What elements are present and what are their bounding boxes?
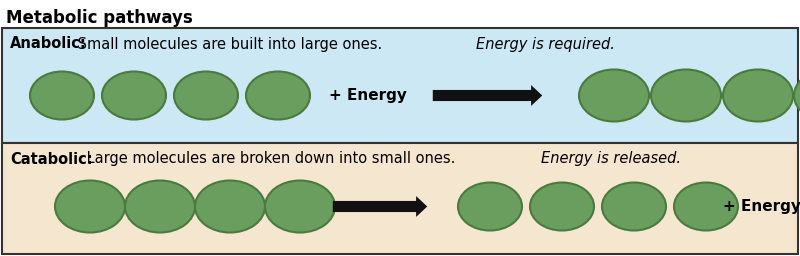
Bar (2, 28, 798, 143)
Ellipse shape (794, 69, 800, 122)
Ellipse shape (55, 180, 125, 232)
Text: Large molecules are broken down into small ones.: Large molecules are broken down into sma… (82, 152, 460, 166)
Ellipse shape (723, 69, 793, 122)
Text: Metabolic pathways: Metabolic pathways (6, 9, 193, 27)
Ellipse shape (30, 71, 94, 120)
Ellipse shape (674, 183, 738, 230)
Ellipse shape (579, 69, 649, 122)
Ellipse shape (458, 183, 522, 230)
Ellipse shape (651, 69, 721, 122)
Ellipse shape (195, 180, 265, 232)
Text: Catabolic:: Catabolic: (10, 152, 93, 166)
Bar (2, 143, 798, 254)
Ellipse shape (530, 183, 594, 230)
Text: Energy is required.: Energy is required. (476, 37, 615, 51)
Text: Energy is released.: Energy is released. (541, 152, 681, 166)
Text: + Energy: + Energy (329, 88, 407, 103)
Ellipse shape (174, 71, 238, 120)
Ellipse shape (265, 180, 335, 232)
Ellipse shape (246, 71, 310, 120)
Text: + Energy: + Energy (723, 199, 800, 214)
Ellipse shape (602, 183, 666, 230)
Text: Small molecules are built into large ones.: Small molecules are built into large one… (73, 37, 387, 51)
Ellipse shape (125, 180, 195, 232)
Ellipse shape (102, 71, 166, 120)
Text: Anabolic:: Anabolic: (10, 37, 86, 51)
